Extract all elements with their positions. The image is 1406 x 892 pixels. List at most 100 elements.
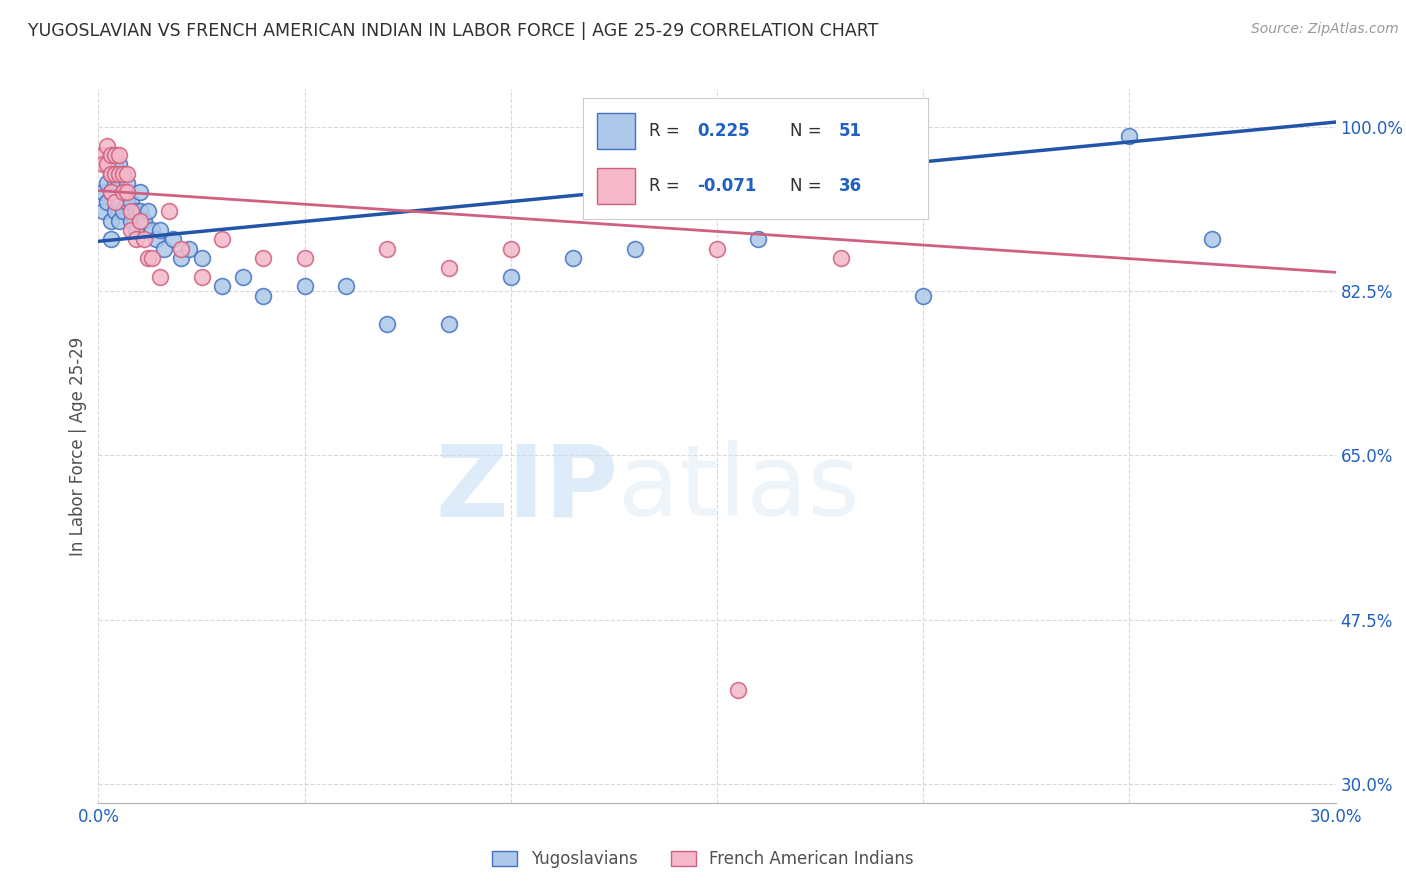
Point [112, 186, 135, 200]
Point [145, 232, 167, 246]
Text: 36: 36 [838, 177, 862, 195]
Point [96, 138, 118, 153]
Text: R =: R = [650, 177, 685, 195]
Point [211, 232, 233, 246]
Point [96, 157, 118, 171]
Point [727, 683, 749, 698]
Point [100, 186, 122, 200]
Text: -0.071: -0.071 [697, 177, 756, 195]
Point [153, 242, 176, 256]
Point [91, 204, 114, 219]
Point [1201, 232, 1223, 246]
Text: 0.225: 0.225 [697, 121, 749, 140]
Point [104, 157, 127, 171]
Text: N =: N = [790, 177, 827, 195]
Point [124, 232, 146, 246]
Point [120, 194, 142, 209]
Point [912, 289, 935, 303]
Point [108, 213, 131, 227]
Point [117, 176, 139, 190]
Point [104, 167, 127, 181]
Point [335, 279, 357, 293]
Point [100, 148, 122, 162]
Legend: Yugoslavians, French American Indians: Yugoslavians, French American Indians [485, 844, 921, 875]
Point [499, 242, 522, 256]
Point [232, 270, 254, 285]
Point [437, 317, 460, 331]
Point [91, 148, 114, 162]
Point [190, 251, 212, 265]
Point [96, 194, 118, 209]
Text: ZIP: ZIP [436, 441, 619, 537]
Text: 51: 51 [838, 121, 862, 140]
Point [117, 186, 139, 200]
Point [252, 289, 274, 303]
Text: N =: N = [790, 121, 827, 140]
Point [157, 204, 180, 219]
Point [1118, 129, 1140, 144]
Point [120, 223, 142, 237]
Point [117, 194, 139, 209]
Text: R =: R = [650, 121, 685, 140]
Bar [598, 168, 636, 204]
Point [112, 204, 135, 219]
Point [100, 167, 122, 181]
Point [100, 232, 122, 246]
Point [170, 251, 193, 265]
Point [104, 176, 127, 190]
Point [112, 186, 135, 200]
Point [112, 167, 135, 181]
Point [100, 213, 122, 227]
Point [100, 167, 122, 181]
Point [124, 204, 146, 219]
Point [120, 204, 142, 219]
Point [747, 232, 769, 246]
Point [132, 232, 155, 246]
Point [104, 148, 127, 162]
Point [108, 167, 131, 181]
Point [108, 157, 131, 171]
Point [91, 186, 114, 200]
Point [179, 242, 201, 256]
Point [128, 186, 150, 200]
Point [162, 232, 184, 246]
Point [623, 242, 645, 256]
Point [108, 194, 131, 209]
Point [96, 176, 118, 190]
Point [375, 242, 398, 256]
Point [706, 242, 728, 256]
Point [294, 279, 316, 293]
Y-axis label: In Labor Force | Age 25-29: In Labor Force | Age 25-29 [69, 336, 87, 556]
Point [100, 186, 122, 200]
Text: YUGOSLAVIAN VS FRENCH AMERICAN INDIAN IN LABOR FORCE | AGE 25-29 CORRELATION CHA: YUGOSLAVIAN VS FRENCH AMERICAN INDIAN IN… [28, 22, 879, 40]
Point [128, 204, 150, 219]
Text: Source: ZipAtlas.com: Source: ZipAtlas.com [1251, 22, 1399, 37]
Point [120, 213, 142, 227]
Bar [598, 112, 636, 149]
Point [149, 223, 172, 237]
Point [108, 148, 131, 162]
Point [170, 242, 193, 256]
Point [149, 270, 172, 285]
Point [561, 251, 583, 265]
Point [211, 279, 233, 293]
Text: atlas: atlas [619, 441, 859, 537]
Point [124, 223, 146, 237]
Point [104, 194, 127, 209]
Point [499, 270, 522, 285]
Point [141, 251, 163, 265]
Point [96, 157, 118, 171]
Point [141, 223, 163, 237]
Point [128, 213, 150, 227]
Point [252, 251, 274, 265]
Point [190, 270, 212, 285]
Point [830, 251, 852, 265]
Point [104, 204, 127, 219]
Point [112, 167, 135, 181]
Point [136, 251, 159, 265]
Point [437, 260, 460, 275]
Point [136, 204, 159, 219]
Point [375, 317, 398, 331]
Point [117, 167, 139, 181]
Point [108, 176, 131, 190]
